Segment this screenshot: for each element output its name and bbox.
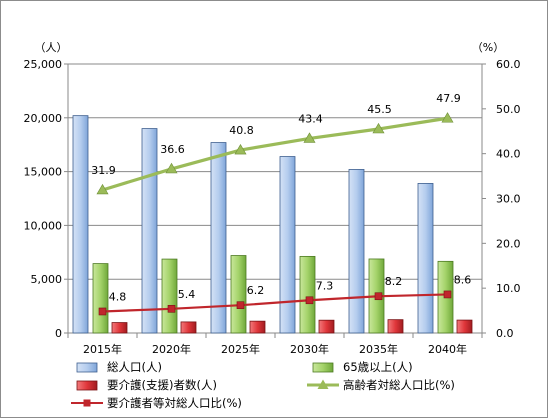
left-tick-label: 20,000	[24, 112, 63, 125]
left-tick-label: 5,000	[31, 273, 63, 286]
marker-care-ratio	[236, 301, 245, 310]
data-label-elderly-ratio: 45.5	[367, 103, 392, 116]
bar-care-required	[456, 319, 473, 334]
legend-label: 65歳以上(人)	[343, 360, 413, 374]
left-tick-label: 0	[55, 327, 62, 340]
legend-label: 要介護者等対総人口比(%)	[107, 396, 242, 410]
right-tick-label: 20.0	[496, 237, 521, 250]
bar-total-population	[210, 142, 227, 334]
bar-total-population	[279, 156, 296, 334]
line-care-ratio	[102, 293, 448, 313]
left-tick-label: 25,000	[24, 58, 63, 71]
data-label-elderly-ratio: 40.8	[229, 124, 254, 137]
x-tick-label: 2025年	[221, 342, 260, 356]
legend-marker	[83, 399, 91, 407]
line-elderly-ratio	[102, 116, 448, 192]
right-tick-label: 10.0	[496, 282, 521, 295]
x-tick-label: 2040年	[428, 342, 467, 356]
data-label-elderly-ratio: 43.4	[298, 112, 323, 125]
legend-swatch	[76, 380, 98, 391]
bar-total-population	[417, 183, 434, 334]
legend-swatch	[312, 362, 334, 373]
legend-label: 高齢者対総人口比(%)	[343, 378, 455, 392]
x-tick-label: 2020年	[152, 342, 191, 356]
bar-aged-65-plus	[299, 255, 316, 334]
marker-care-ratio	[443, 290, 452, 299]
bar-care-required	[387, 319, 404, 334]
data-label-care-ratio: 4.8	[109, 290, 127, 303]
marker-elderly-ratio	[234, 143, 247, 155]
data-label-care-ratio: 8.2	[385, 275, 403, 288]
marker-elderly-ratio	[165, 162, 178, 174]
x-tick-label: 2015年	[83, 342, 122, 356]
bar-care-required	[249, 320, 266, 334]
data-label-elderly-ratio: 31.9	[91, 164, 116, 177]
bar-total-population	[141, 128, 158, 334]
bar-aged-65-plus	[230, 255, 247, 334]
legend-label: 総人口(人)	[107, 360, 162, 374]
marker-elderly-ratio	[441, 112, 454, 123]
legend-label: 要介護(支援)者数(人)	[107, 378, 217, 392]
left-axis-unit: （人）	[35, 41, 68, 54]
marker-elderly-ratio	[96, 183, 109, 195]
right-tick-label: 50.0	[496, 103, 521, 116]
bar-total-population	[72, 115, 89, 334]
marker-elderly-ratio	[372, 122, 385, 134]
x-tick-label: 2030年	[290, 342, 329, 356]
left-tick-label: 15,000	[24, 166, 63, 179]
data-label-elderly-ratio: 36.6	[160, 143, 185, 156]
right-axis-unit: （%）	[472, 41, 504, 54]
left-tick-label: 10,000	[24, 219, 63, 232]
marker-care-ratio	[167, 304, 176, 313]
data-label-care-ratio: 5.4	[178, 288, 196, 301]
legend-swatch	[76, 362, 98, 373]
bar-aged-65-plus	[161, 258, 178, 334]
data-label-care-ratio: 8.6	[454, 273, 472, 286]
bar-care-required	[318, 319, 335, 334]
marker-care-ratio	[305, 296, 314, 305]
x-tick-label: 2035年	[359, 342, 398, 356]
right-tick-label: 30.0	[496, 193, 521, 206]
marker-care-ratio	[374, 292, 383, 301]
bar-total-population	[348, 169, 365, 334]
right-tick-label: 60.0	[496, 58, 521, 71]
bar-aged-65-plus	[92, 263, 109, 334]
data-label-elderly-ratio: 47.9	[436, 92, 461, 105]
data-label-care-ratio: 6.2	[247, 284, 265, 297]
marker-care-ratio	[98, 307, 107, 316]
legend-marker	[317, 379, 329, 389]
right-tick-label: 40.0	[496, 148, 521, 161]
bar-care-required	[180, 321, 197, 334]
bar-care-required	[111, 322, 128, 334]
right-tick-label: 0.0	[496, 327, 514, 340]
data-label-care-ratio: 7.3	[316, 279, 334, 292]
marker-elderly-ratio	[303, 132, 316, 143]
